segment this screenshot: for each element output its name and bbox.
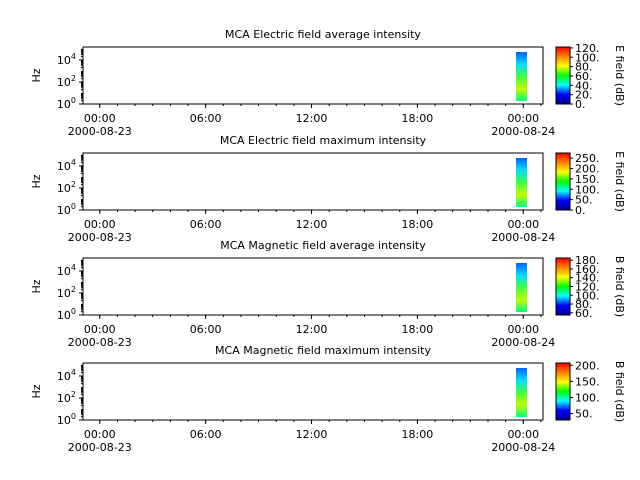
y-tick-label: 100 — [57, 202, 76, 217]
y-axis-label: Hz — [30, 384, 43, 398]
colorbar-tick-label: 120. — [575, 281, 600, 294]
x-tick-label: 12:00 — [296, 218, 328, 231]
y-axis-label: Hz — [30, 174, 43, 188]
colorbar-tick-label: 40. — [575, 79, 593, 92]
y-tick-label: 104 — [57, 52, 76, 67]
panel-title: MCA Electric field maximum intensity — [220, 134, 427, 147]
x-tick-label: 06:00 — [190, 112, 222, 125]
spectrogram — [516, 263, 527, 312]
colorbar — [555, 152, 571, 211]
colorbar-tick-label: 150. — [575, 375, 600, 388]
x-tick-label: 12:00 — [296, 428, 328, 441]
spectrogram — [516, 368, 527, 417]
colorbar-tick-label: 50. — [575, 408, 593, 421]
colorbar-tick-label: 150. — [575, 173, 600, 186]
colorbar-tick-label: 20. — [575, 89, 593, 102]
y-axis-label: Hz — [30, 68, 43, 82]
x-tick-label: 00:00 2000-08-23 — [68, 323, 132, 349]
colorbar-tick-label: 60. — [575, 307, 593, 320]
colorbar-label: B field (dB) — [613, 361, 626, 422]
y-tick-label: 100 — [57, 307, 76, 322]
colorbar-tick-label: 100. — [575, 183, 600, 196]
colorbar — [555, 257, 571, 316]
y-tick-label: 104 — [57, 368, 76, 383]
y-tick-label: 104 — [57, 158, 76, 173]
x-tick-label: 06:00 — [190, 218, 222, 231]
x-tick-label: 18:00 — [402, 218, 434, 231]
x-tick-label: 00:00 2000-08-24 — [491, 112, 555, 138]
x-tick-label: 06:00 — [190, 323, 222, 336]
plot-frame — [82, 362, 544, 421]
spectrogram — [516, 158, 527, 207]
x-tick-label: 18:00 — [402, 112, 434, 125]
colorbar-tick-label: 50. — [575, 194, 593, 207]
colorbar-tick-label: 100. — [575, 391, 600, 404]
panel-title: MCA Electric field average intensity — [225, 28, 421, 41]
colorbar-tick-label: 100. — [575, 51, 600, 64]
x-tick-label: 00:00 2000-08-23 — [68, 428, 132, 454]
x-tick-label: 06:00 — [190, 428, 222, 441]
y-tick-label: 100 — [57, 412, 76, 427]
y-axis-label: Hz — [30, 279, 43, 293]
x-tick-label: 00:00 2000-08-23 — [68, 218, 132, 244]
colorbar-tick-label: 200. — [575, 163, 600, 176]
colorbar-label: E field (dB) — [613, 151, 626, 212]
colorbar-tick-label: 250. — [575, 152, 600, 165]
x-tick-label: 12:00 — [296, 323, 328, 336]
colorbar-label: E field (dB) — [613, 45, 626, 106]
x-tick-label: 00:00 2000-08-24 — [491, 218, 555, 244]
panel-title: MCA Magnetic field maximum intensity — [215, 344, 431, 357]
x-tick-label: 00:00 2000-08-24 — [491, 428, 555, 454]
colorbar-tick-label: 0. — [575, 204, 586, 217]
y-tick-label: 102 — [57, 285, 76, 300]
colorbar-label: B field (dB) — [613, 256, 626, 317]
y-tick-label: 104 — [57, 263, 76, 278]
plot-frame — [82, 46, 544, 105]
y-tick-label: 100 — [57, 96, 76, 111]
colorbar — [555, 362, 571, 421]
colorbar-tick-label: 120. — [575, 42, 600, 55]
colorbar-tick-label: 80. — [575, 61, 593, 74]
plot-frame — [82, 257, 544, 316]
y-tick-label: 102 — [57, 74, 76, 89]
colorbar-tick-label: 200. — [575, 359, 600, 372]
spectrogram — [516, 52, 527, 101]
y-tick-label: 102 — [57, 180, 76, 195]
x-tick-label: 18:00 — [402, 428, 434, 441]
colorbar-tick-label: 60. — [575, 70, 593, 83]
colorbar — [555, 46, 571, 105]
colorbar-tick-label: 100. — [575, 289, 600, 302]
x-tick-label: 00:00 2000-08-23 — [68, 112, 132, 138]
colorbar-tick-label: 160. — [575, 263, 600, 276]
panel-title: MCA Magnetic field average intensity — [220, 239, 426, 252]
x-tick-label: 18:00 — [402, 323, 434, 336]
x-tick-label: 00:00 2000-08-24 — [491, 323, 555, 349]
colorbar-tick-label: 80. — [575, 298, 593, 311]
colorbar-tick-label: 180. — [575, 254, 600, 267]
x-tick-label: 12:00 — [296, 112, 328, 125]
colorbar-tick-label: 0. — [575, 98, 586, 111]
y-tick-label: 102 — [57, 390, 76, 405]
plot-frame — [82, 152, 544, 211]
colorbar-tick-label: 140. — [575, 272, 600, 285]
